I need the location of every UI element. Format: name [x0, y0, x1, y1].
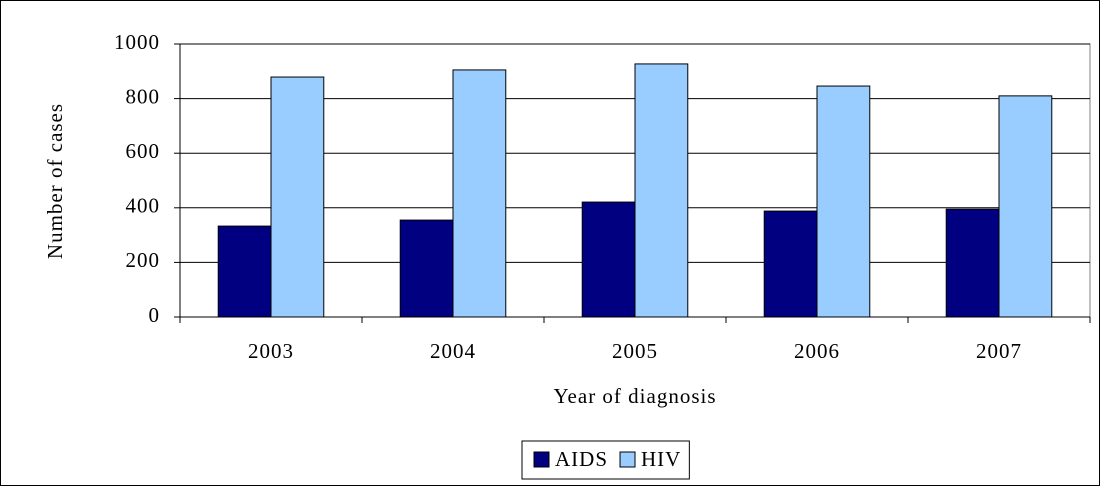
legend-swatch — [533, 451, 550, 468]
y-tick-label: 400 — [126, 194, 161, 218]
bar — [945, 208, 1000, 318]
y-tick-label: 0 — [149, 303, 161, 327]
bar — [270, 76, 325, 318]
legend-label: AIDS — [555, 447, 608, 471]
bar — [634, 63, 689, 318]
bar — [217, 225, 272, 318]
bar — [816, 85, 871, 318]
bar — [998, 95, 1053, 318]
bar — [581, 201, 636, 318]
x-tick-label: 2004 — [430, 339, 476, 363]
y-axis-title: Number of cases — [43, 103, 67, 259]
y-tick-label: 200 — [126, 248, 161, 272]
x-tick-label: 2005 — [612, 339, 658, 363]
legend-label: HIV — [641, 447, 681, 471]
bar — [763, 210, 818, 318]
x-tick-label: 2007 — [976, 339, 1022, 363]
x-axis-title: Year of diagnosis — [553, 384, 716, 408]
legend-swatch — [619, 451, 636, 468]
legend-box — [521, 440, 690, 480]
y-tick-label: 600 — [126, 139, 161, 163]
y-tick-label: 1000 — [114, 30, 160, 54]
y-tick-label: 800 — [126, 84, 161, 108]
x-tick-label: 2006 — [794, 339, 840, 363]
x-tick-label: 2003 — [248, 339, 294, 363]
bar — [399, 219, 454, 318]
bar — [452, 69, 507, 318]
